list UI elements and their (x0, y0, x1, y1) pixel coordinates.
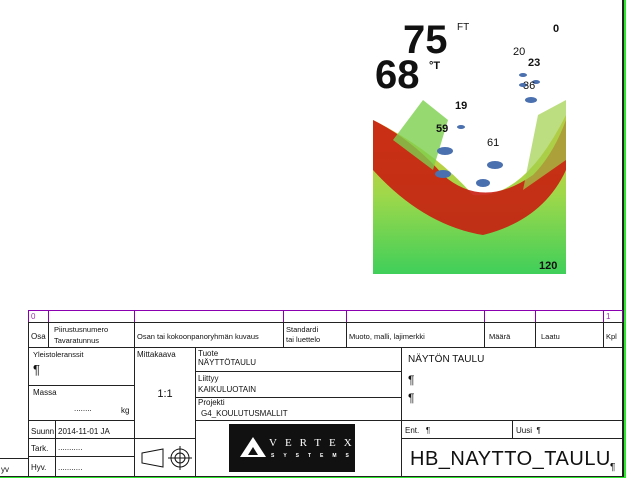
outside-cell: yv (0, 458, 29, 477)
tolerances-cell: Yleistoleranssit ¶ (28, 347, 135, 386)
approved-value-cell: ........... (55, 456, 135, 477)
tolerances-label: Yleistoleranssit (33, 350, 84, 359)
header-standard-label2: tai luettelo (286, 335, 321, 344)
header-quality-label: Laatu (541, 332, 560, 341)
product-cell: Tuote NÄYTTÖTAULU (195, 347, 402, 372)
header-quality: Laatu (535, 322, 604, 348)
mass-label: Massa (33, 388, 57, 397)
drawing-id: HB_NAYTTO_TAULU (410, 448, 611, 470)
sonar-depth-unit: FT (457, 22, 470, 33)
scale-label: Mittakaava (137, 350, 176, 359)
fish-depth: 36 (523, 80, 536, 92)
new-label: Uusi (516, 426, 533, 435)
header-pcs: Kpl (603, 322, 623, 348)
header-quantity-label: Määrä (489, 332, 511, 341)
designed-label: Suunn (31, 427, 55, 436)
header-osa: Osa (28, 322, 49, 348)
header-standard: Standardi tai luettelo (283, 322, 347, 348)
new-revision-cell: Uusi ¶ (512, 420, 624, 439)
fish-depth: 19 (455, 100, 468, 112)
logo-text: VERTEX (269, 437, 360, 449)
fish-depth: 23 (528, 57, 541, 69)
header-standard-label: Standardi (286, 325, 319, 334)
checked-label: Tark. (31, 444, 49, 453)
header-osa-label: Osa (31, 332, 46, 341)
prev-revision-cell: Ent. ¶ (401, 420, 513, 439)
scale-cell: Mittakaava 1:1 (134, 347, 196, 439)
prev-label: Ent. (405, 426, 420, 435)
header-shape-label: Muoto, malli, lajimerkki (349, 332, 425, 341)
first-angle-projection-icon (141, 446, 192, 470)
logo-subtext: SYSTEMS (271, 453, 358, 459)
mass-unit: kg (121, 406, 130, 415)
drawing-name-line1: NÄYTÖN TAULU (408, 354, 485, 365)
fish-depth: 61 (487, 137, 500, 149)
mass-cell: Massa........ kg (28, 385, 135, 421)
project-label: Projekti (198, 398, 225, 407)
drawing-id-mark: ¶ (610, 462, 616, 473)
approved-value: ........... (58, 463, 83, 472)
related-cell: Liittyy KAIKULUOTAIN (195, 371, 402, 398)
sonar-temp-unit: °T (429, 60, 441, 72)
project-cell: Projekti G4_KOULUTUSMALLIT (195, 397, 402, 421)
frame-border-right (622, 0, 624, 477)
mass-value: ........ (74, 404, 92, 413)
header-drawing-no: Piirustusnumero Tavaratunnus (48, 322, 135, 348)
prev-value: ¶ (425, 426, 431, 435)
frame-border-green-right (624, 0, 626, 478)
checked-value: ........... (58, 443, 83, 452)
header-pcs-label: Kpl (606, 332, 617, 341)
drawing-id-cell: HB_NAYTTO_TAULU ¶ (401, 438, 624, 477)
related-label: Liittyy (198, 374, 219, 383)
approved-label-cell: Hyv. (28, 456, 56, 477)
sonar-scale-bottom: 120 (539, 260, 558, 272)
sonar-depth: 75 (403, 20, 448, 62)
fish-icon (435, 73, 540, 187)
vertex-logo: VERTEX SYSTEMS (229, 424, 355, 472)
header-item-code-label: Tavaratunnus (54, 336, 100, 345)
approved-label: Hyv. (31, 463, 47, 472)
drawing-name-line3: ¶ (408, 391, 415, 405)
fish-depth: 59 (436, 123, 449, 135)
header-drawing-no-label: Piirustusnumero (54, 325, 109, 334)
outside-label: yv (1, 465, 9, 474)
product-label: Tuote (198, 349, 219, 358)
sonar-temp: 68 (375, 53, 420, 97)
checked-label-cell: Tark. (28, 438, 56, 457)
sonar-scale-top: 0 (553, 23, 560, 35)
header-quantity: Määrä (484, 322, 536, 348)
designed-value: 2014-11-01 JA (58, 427, 110, 436)
new-value: ¶ (536, 426, 541, 435)
header-description: Osan tai kokoonpanoryhmän kuvaus (134, 322, 284, 348)
sonar-display-image: 75 FT 68 °T 0 120 20 23 36 19 59 61 (373, 20, 566, 274)
drawing-name-cell: NÄYTÖN TAULU ¶ ¶ (401, 347, 624, 421)
logo-cell: VERTEX SYSTEMS (195, 420, 402, 477)
drawing-name-line2: ¶ (408, 373, 415, 387)
header-shape: Muoto, malli, lajimerkki (346, 322, 485, 348)
project-value: G4_KOULUTUSMALLIT (201, 409, 288, 418)
product-value: NÄYTTÖTAULU (198, 358, 257, 367)
projection-symbol-cell (134, 438, 196, 477)
vertex-triangle-icon (240, 437, 266, 457)
tolerances-value: ¶ (33, 362, 40, 377)
checked-value-cell: ........... (55, 438, 135, 457)
fish-depth: 20 (513, 46, 526, 58)
designed-label-cell: Suunn (28, 420, 56, 439)
related-value: KAIKULUOTAIN (198, 385, 257, 394)
designed-value-cell: 2014-11-01 JA (55, 420, 135, 439)
header-description-label: Osan tai kokoonpanoryhmän kuvaus (137, 332, 259, 341)
scale-value: 1:1 (157, 388, 173, 400)
frame-border-green-bottom (0, 476, 626, 478)
